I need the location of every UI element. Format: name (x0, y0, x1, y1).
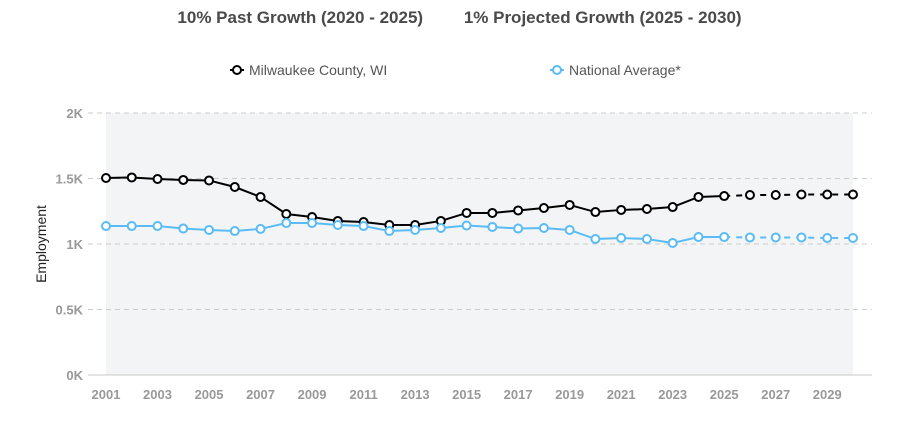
growth-headline: 10% Past Growth (2020 - 2025) 1% Project… (0, 8, 919, 28)
data-point (410, 224, 421, 235)
data-point (255, 191, 266, 202)
x-tick-label: 2007 (246, 387, 275, 402)
x-tick-label: 2001 (92, 387, 121, 402)
data-point (461, 220, 472, 231)
data-point (152, 221, 163, 232)
series-line-projected (724, 193, 853, 198)
data-point (281, 209, 292, 220)
legend-label-county: Milwaukee County, WI (249, 62, 388, 78)
x-tick-label: 2023 (658, 387, 687, 402)
data-point (101, 172, 111, 183)
data-point (641, 234, 652, 245)
data-point (126, 221, 137, 232)
data-point (152, 174, 163, 185)
legend-item-national[interactable]: National Average* (549, 62, 681, 78)
data-point (667, 202, 678, 213)
data-point (590, 234, 601, 245)
data-point (770, 190, 781, 201)
y-tick-label: 2K (66, 106, 83, 121)
x-tick-label: 2013 (401, 387, 430, 402)
x-tick-label: 2029 (813, 387, 842, 402)
data-point (796, 232, 807, 243)
data-point (770, 232, 781, 243)
x-tick-label: 2011 (349, 387, 377, 402)
data-point (435, 223, 446, 234)
data-point (178, 174, 189, 185)
data-point (229, 226, 240, 237)
data-point (487, 207, 498, 218)
x-tick-label: 2025 (710, 387, 739, 402)
x-tick-label: 2019 (555, 387, 584, 402)
x-tick-label: 2015 (452, 387, 481, 402)
data-point (255, 223, 266, 234)
data-point (461, 207, 472, 218)
county-marker-icon (230, 65, 244, 75)
data-point (307, 218, 318, 229)
data-point (101, 221, 111, 232)
data-point (719, 191, 730, 202)
data-point (693, 191, 704, 202)
data-point (822, 189, 833, 200)
x-tick-label: 2017 (504, 387, 533, 402)
data-point (719, 232, 730, 243)
data-point (822, 232, 833, 243)
data-point (229, 182, 240, 193)
legend-item-county[interactable]: Milwaukee County, WI (229, 62, 387, 78)
y-axis-title: Employment (33, 205, 49, 283)
past-growth-label: 10% Past Growth (2020 - 2025) (177, 8, 424, 27)
data-point (204, 175, 215, 186)
data-point (848, 232, 858, 243)
projected-growth-label: 1% Projected Growth (2025 - 2030) (463, 8, 742, 27)
data-point (358, 221, 369, 232)
data-point (204, 224, 215, 235)
chart-legend: Milwaukee County, WI National Average* (0, 62, 919, 82)
y-tick-label: 0.5K (56, 303, 84, 318)
x-tick-label: 2009 (298, 387, 327, 402)
data-point (641, 204, 652, 215)
x-tick-label: 2003 (143, 387, 172, 402)
data-point (332, 220, 343, 231)
data-point (281, 218, 292, 229)
y-tick-label: 1K (66, 237, 83, 252)
series-national (101, 218, 858, 248)
legend-label-national: National Average* (569, 62, 681, 78)
data-point (126, 172, 137, 183)
x-tick-label: 2021 (607, 387, 636, 402)
data-point (513, 205, 524, 216)
national-marker-icon (550, 65, 564, 75)
data-point (564, 224, 575, 235)
series-line-projected (724, 236, 853, 239)
data-point (564, 199, 575, 210)
x-tick-label: 2005 (195, 387, 224, 402)
x-tick-label: 2027 (761, 387, 790, 402)
data-point (487, 221, 498, 232)
data-point (616, 232, 627, 243)
data-point (384, 226, 395, 237)
data-point (796, 189, 807, 200)
data-point (178, 223, 189, 234)
data-point (590, 207, 601, 218)
data-point (848, 189, 858, 200)
data-point (616, 204, 627, 215)
data-point (667, 237, 678, 248)
data-point (744, 232, 755, 243)
y-tick-label: 1.5K (56, 172, 84, 187)
y-tick-label: 0K (66, 368, 83, 383)
data-point (538, 223, 549, 234)
data-point (693, 232, 704, 243)
data-point (744, 190, 755, 201)
data-point (513, 223, 524, 234)
data-point (538, 202, 549, 213)
